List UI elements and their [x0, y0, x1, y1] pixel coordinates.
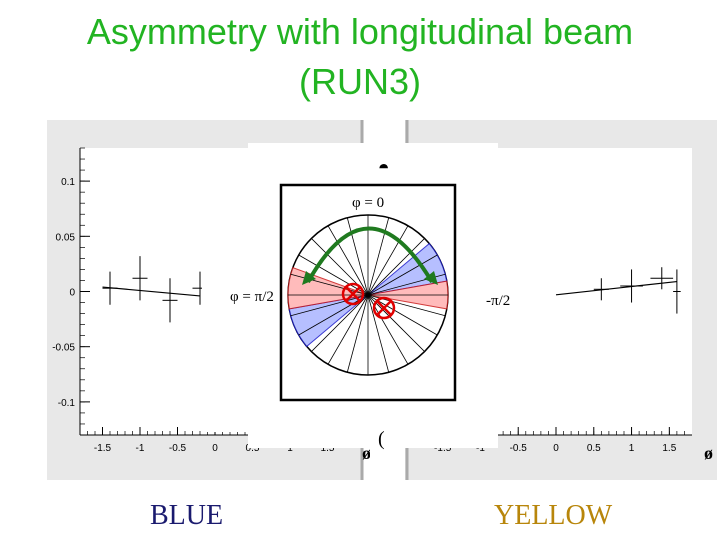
detector-wheel-icon: φ = 0 φ = π/2 -π/2 [230, 183, 510, 402]
blue-y-tick-label: 0 [69, 288, 75, 299]
wheel-spoke [298, 294, 369, 336]
yellow-x-tick-label: -0.5 [510, 443, 528, 454]
yellow-x-tick-label: 1 [629, 443, 635, 454]
blue-y-tick-label: -0.05 [52, 343, 75, 354]
caption-blue: BLUE [150, 500, 224, 531]
slide-title-line1: Asymmetry with longitudinal beam [86, 11, 634, 52]
slide-title-line2: (RUN3) [299, 61, 421, 102]
wheel-spoke [346, 217, 369, 296]
blue-x-tick-label: 0 [212, 443, 218, 454]
wheel-spoke [367, 294, 390, 373]
diagram-label-phi-zero: φ = 0 [352, 195, 384, 211]
wheel-spoke [327, 294, 369, 365]
wheel-spoke [367, 254, 438, 296]
wheel-spoke [367, 294, 438, 336]
wheel-spoke [311, 294, 369, 352]
yellow-x-axis-label: ø [704, 443, 713, 463]
wheel-spoke [290, 294, 369, 317]
blue-x-tick-label: 1.5 [321, 443, 335, 454]
wheel-spoke [367, 238, 425, 296]
green-arc-arrowhead-left [302, 271, 316, 285]
rotated-bracket-fragment: ( [378, 428, 385, 450]
yellow-x-tick-label: -1 [476, 443, 485, 454]
wheel-spoke [346, 294, 369, 373]
blue-y-tick-label: 0.05 [56, 232, 76, 243]
green-arc-arrow-icon [306, 226, 434, 284]
wheel-spoke [367, 225, 409, 296]
yellow-fit-line [555, 280, 677, 296]
overlay-panel-right [490, 157, 537, 417]
wheel-spoke [367, 294, 425, 352]
yellow-x-tick-label: 1.5 [662, 443, 676, 454]
wheel-spoke [298, 254, 369, 296]
blue-x-tick-label: -1 [136, 443, 145, 454]
blue-fit-line [102, 286, 201, 297]
diagram-label-phi-pi-half: φ = π/2 [230, 289, 274, 305]
yellow-x-tick-label: 0 [553, 443, 559, 454]
blue-y-tick-label: 0.1 [61, 177, 75, 188]
yellow-x-tick-label: 0.5 [587, 443, 601, 454]
blue-x-tick-label: -1.5 [94, 443, 112, 454]
beam-cross-icon [341, 282, 396, 320]
green-arc-arrowhead-right [424, 271, 438, 285]
blue-y-tick-label: -0.1 [58, 398, 76, 409]
blue-x-axis-label: ø [362, 443, 371, 463]
blue-x-tick-label: 0.5 [246, 443, 260, 454]
overlay-panel-left [202, 157, 252, 432]
yellow-x-tick-label: -1.5 [434, 443, 452, 454]
diagram-label-phi-minus-pi-half: -π/2 [486, 293, 510, 309]
rotated-text-fragment: ◖ [373, 160, 395, 172]
caption-yellow: YELLOW [494, 500, 613, 531]
blue-x-tick-label: -0.5 [169, 443, 187, 454]
blue-x-tick-label: 1 [287, 443, 293, 454]
wheel-spoke [327, 225, 369, 296]
